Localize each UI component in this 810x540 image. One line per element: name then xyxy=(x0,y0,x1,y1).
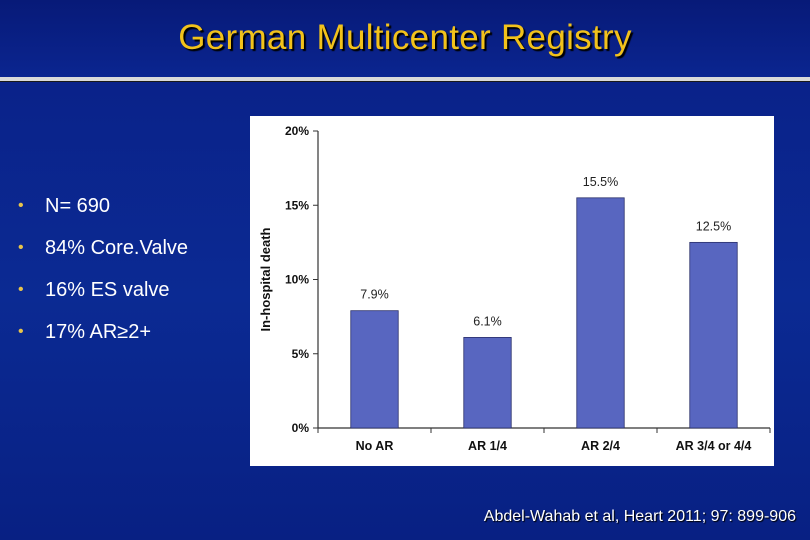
bar xyxy=(689,241,738,429)
bullet-item: • 84% Core.Valve xyxy=(18,232,188,274)
y-tick-label: 5% xyxy=(292,347,310,361)
bullet-text: 16% ES valve xyxy=(45,279,170,301)
y-tick-label: 0% xyxy=(292,421,310,435)
bullet-list: • N= 690 • 84% Core.Valve • 16% ES valve • 1… xyxy=(18,190,188,358)
x-tick-label: No AR xyxy=(356,439,394,453)
citation: Abdel-Wahab et al, Heart 2011; 97: 899-9… xyxy=(483,508,796,525)
slide-title: German Multicenter Registry xyxy=(178,18,632,57)
x-tick-label: AR 2/4 xyxy=(581,439,620,453)
x-tick-label: AR 3/4 or 4/4 xyxy=(676,439,752,453)
y-tick-label: 15% xyxy=(285,198,309,212)
bullet-item: • 16% ES valve xyxy=(18,274,188,316)
bullet-text: N= 690 xyxy=(45,195,111,217)
bullet-icon: • xyxy=(18,281,24,298)
bar-data-label: 6.1% xyxy=(473,314,502,328)
title-divider xyxy=(0,77,810,82)
bar xyxy=(463,337,512,429)
x-tick-label: AR 1/4 xyxy=(468,439,507,453)
bar-data-label: 7.9% xyxy=(360,288,389,302)
bar-data-label: 15.5% xyxy=(583,175,618,189)
title-bar xyxy=(0,0,810,78)
bullet-icon: • xyxy=(18,239,24,256)
bullet-item: • N= 690 xyxy=(18,190,188,232)
bar xyxy=(350,310,399,429)
y-tick-label: 10% xyxy=(285,273,309,287)
bullet-text: 17% AR≥2+ xyxy=(45,321,152,343)
bar-chart: 0% 5% 10% 15% 20% In-hospital death 7.9% No AR 6… xyxy=(258,124,771,453)
chart-panel: 0% 5% 10% 15% 20% In-hospital death 7.9% No AR 6… xyxy=(250,116,774,466)
bar xyxy=(576,197,625,429)
bullet-item: • 17% AR≥2+ xyxy=(18,316,188,358)
y-axis-label: In-hospital death xyxy=(258,227,273,331)
bar-data-label: 12.5% xyxy=(696,219,731,233)
bullet-icon: • xyxy=(18,197,24,214)
y-tick-label: 20% xyxy=(285,124,309,138)
bullet-text: 84% Core.Valve xyxy=(45,237,189,259)
bullet-icon: • xyxy=(18,323,24,340)
